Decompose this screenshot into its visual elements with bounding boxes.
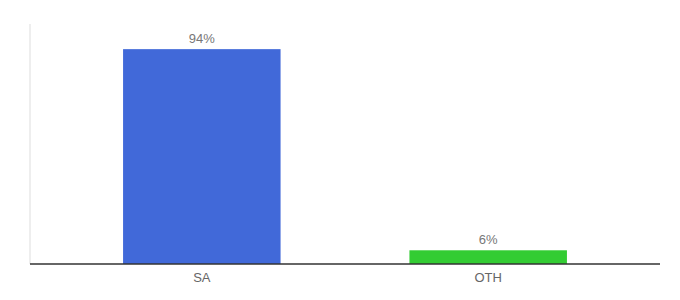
x-axis-line	[30, 263, 660, 265]
bars	[123, 49, 567, 264]
bar	[123, 49, 281, 264]
chart-svg: SA OTH 94% 6%	[0, 0, 680, 300]
chart-container: SA OTH 94% 6%	[0, 0, 680, 300]
data-labels: 94% 6%	[189, 31, 498, 247]
data-label: 94%	[189, 31, 215, 46]
data-label: 6%	[479, 232, 498, 247]
x-axis: SA OTH	[193, 270, 502, 285]
y-axis-line	[30, 24, 31, 264]
x-tick-label: SA	[193, 270, 211, 285]
x-tick-label: OTH	[474, 270, 501, 285]
bar	[409, 250, 567, 264]
